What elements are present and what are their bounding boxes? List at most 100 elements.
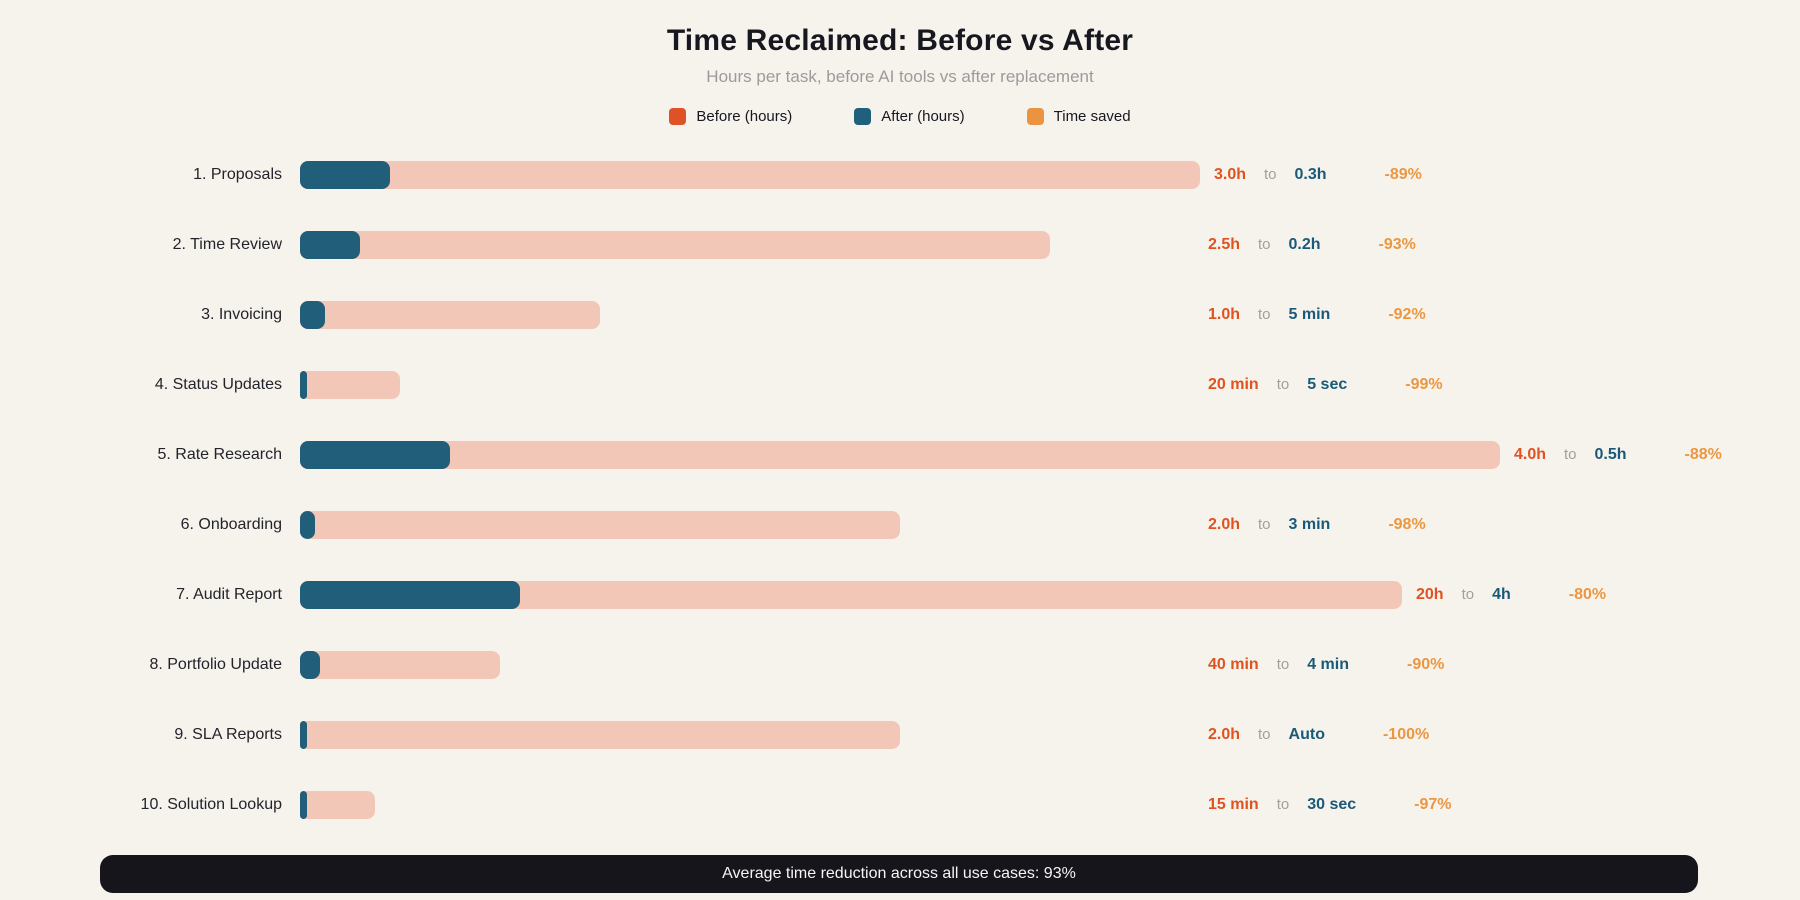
legend-item-before: Before (hours) xyxy=(669,108,792,125)
task-label: 2. Time Review xyxy=(172,236,282,253)
to-text: to xyxy=(1276,796,1290,813)
bar-zone: 20h to 4h -80% xyxy=(300,581,1800,609)
bar-zone: 2.0h to Auto -100% xyxy=(300,721,1800,749)
after-value: 0.5h xyxy=(1594,446,1627,463)
bar-zone: 15 min to 30 sec -97% xyxy=(300,791,1800,819)
to-text: to xyxy=(1258,516,1271,533)
task-label: 9. SLA Reports xyxy=(174,726,282,743)
after-bar xyxy=(300,511,315,539)
percent-value: -93% xyxy=(1378,236,1416,253)
to-text: to xyxy=(1276,376,1290,393)
after-value: 30 sec xyxy=(1307,796,1357,813)
before-value: 2.0h xyxy=(1208,516,1241,533)
page-subtitle: Hours per task, before AI tools vs after… xyxy=(706,67,1094,86)
task-label: 6. Onboarding xyxy=(180,516,282,533)
percent-value: -92% xyxy=(1388,306,1426,323)
after-bar xyxy=(300,301,325,329)
percent-value: -90% xyxy=(1407,656,1445,673)
task-label: 5. Rate Research xyxy=(157,446,282,463)
to-text: to xyxy=(1258,306,1271,323)
before-bar xyxy=(300,511,900,539)
chart-row: 1. Proposals 3.0h to 0.3h -89% xyxy=(0,140,1800,210)
page-title: Time Reclaimed: Before vs After xyxy=(666,24,1134,57)
before-bar xyxy=(300,301,600,329)
after-value: 4 min xyxy=(1307,656,1349,673)
before-value: 1.0h xyxy=(1208,306,1241,323)
after-bar xyxy=(300,231,360,259)
legend-item-after: After (hours) xyxy=(854,108,965,125)
row-stats: 4.0h to 0.5h -88% xyxy=(1514,446,1722,464)
after-bar xyxy=(300,721,307,749)
before-bar xyxy=(300,231,1050,259)
before-value: 2.5h xyxy=(1208,236,1241,253)
after-value: 0.3h xyxy=(1294,166,1327,183)
after-value: 3 min xyxy=(1288,516,1331,533)
percent-value: -89% xyxy=(1384,166,1422,183)
percent-value: -99% xyxy=(1405,376,1443,393)
row-stats: 20h to 4h -80% xyxy=(1416,586,1606,604)
row-stats: 2.0h to Auto -100% xyxy=(1208,726,1429,744)
after-bar xyxy=(300,581,520,609)
legend-label: Time saved xyxy=(1053,108,1131,125)
to-text: to xyxy=(1276,656,1290,673)
chart-row: 10. Solution Lookup 15 min to 30 sec -97… xyxy=(0,770,1800,840)
row-stats: 1.0h to 5 min -92% xyxy=(1208,306,1426,324)
after-value: Auto xyxy=(1288,726,1325,743)
bar-zone: 1.0h to 5 min -92% xyxy=(300,301,1800,329)
task-label: 4. Status Updates xyxy=(154,376,282,393)
chart-row: 5. Rate Research 4.0h to 0.5h -88% xyxy=(0,420,1800,490)
after-bar xyxy=(300,161,390,189)
task-label: 3. Invoicing xyxy=(201,306,282,323)
after-bar xyxy=(300,441,450,469)
before-value: 20h xyxy=(1416,586,1444,603)
task-label: 8. Portfolio Update xyxy=(149,656,282,673)
summary-text: Average time reduction across all use ca… xyxy=(722,865,1076,882)
bar-zone: 40 min to 4 min -90% xyxy=(300,651,1800,679)
row-stats: 2.5h to 0.2h -93% xyxy=(1208,236,1416,254)
before-swatch-icon xyxy=(669,108,687,125)
after-value: 4h xyxy=(1492,586,1511,603)
chart-row: 6. Onboarding 2.0h to 3 min -98% xyxy=(0,490,1800,560)
before-value: 15 min xyxy=(1208,796,1259,813)
task-label: 1. Proposals xyxy=(193,166,282,183)
row-stats: 3.0h to 0.3h -89% xyxy=(1214,166,1422,184)
after-value: 5 min xyxy=(1288,306,1331,323)
to-text: to xyxy=(1264,166,1277,183)
chart-header: Time Reclaimed: Before vs After Hours pe… xyxy=(0,0,1800,125)
before-value: 40 min xyxy=(1208,656,1259,673)
chart-row: 8. Portfolio Update 40 min to 4 min -90% xyxy=(0,630,1800,700)
summary-banner: Average time reduction across all use ca… xyxy=(100,855,1698,893)
chart-row: 4. Status Updates 20 min to 5 sec -99% xyxy=(0,350,1800,420)
after-bar xyxy=(300,371,307,399)
to-text: to xyxy=(1258,726,1271,743)
bar-zone: 2.0h to 3 min -98% xyxy=(300,511,1800,539)
row-stats: 40 min to 4 min -90% xyxy=(1208,656,1444,674)
percent-value: -80% xyxy=(1568,586,1607,603)
percent-value: -100% xyxy=(1382,726,1430,743)
before-bar xyxy=(300,441,1500,469)
legend: Before (hours) After (hours) Time saved xyxy=(0,108,1800,125)
after-bar xyxy=(300,651,320,679)
after-bar xyxy=(300,791,307,819)
chart-row: 2. Time Review 2.5h to 0.2h -93% xyxy=(0,210,1800,280)
percent-value: -97% xyxy=(1414,796,1452,813)
after-swatch-icon xyxy=(854,108,872,125)
percent-value: -98% xyxy=(1388,516,1426,533)
before-bar xyxy=(300,721,900,749)
chart-rows: 1. Proposals 3.0h to 0.3h -89% 2. Time R… xyxy=(0,140,1800,840)
percent-value: -88% xyxy=(1684,446,1722,463)
task-label: 7. Audit Report xyxy=(176,586,282,603)
after-value: 0.2h xyxy=(1288,236,1321,253)
row-stats: 20 min to 5 sec -99% xyxy=(1208,376,1443,394)
row-stats: 2.0h to 3 min -98% xyxy=(1208,516,1426,534)
legend-item-saved: Time saved xyxy=(1026,108,1131,125)
bar-zone: 2.5h to 0.2h -93% xyxy=(300,231,1800,259)
bar-zone: 3.0h to 0.3h -89% xyxy=(300,161,1800,189)
before-value: 20 min xyxy=(1208,376,1259,393)
before-value: 3.0h xyxy=(1214,166,1247,183)
chart-row: 3. Invoicing 1.0h to 5 min -92% xyxy=(0,280,1800,350)
saved-swatch-icon xyxy=(1026,108,1044,125)
to-text: to xyxy=(1258,236,1271,253)
before-bar xyxy=(300,371,400,399)
